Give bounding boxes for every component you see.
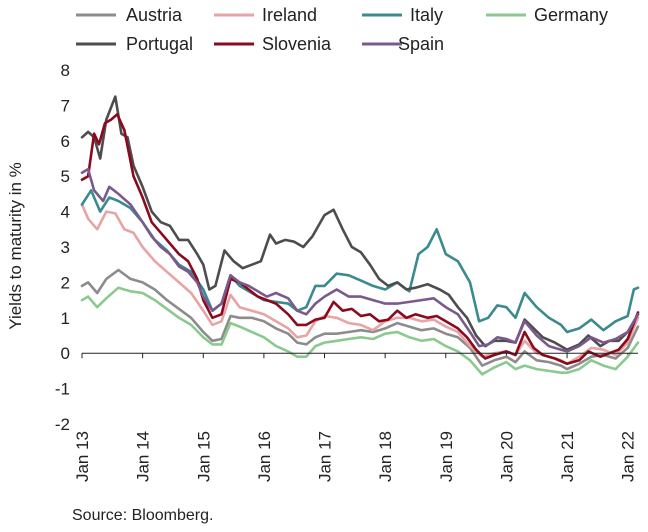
series-line-slovenia [80,113,640,366]
chart-legend: Austria Ireland Italy Germany Portugal Sloven… [76,5,608,54]
source-note: Source: Bloomberg. [72,507,214,524]
x-tick-label: Jan 21 [558,431,577,482]
x-tick-label: Jan 16 [255,431,274,482]
y-tick-label: 0 [61,344,70,363]
series-line-spain [80,167,640,353]
y-tick-label: -2 [55,415,70,434]
legend-label-germany: Germany [534,5,608,25]
y-tick-label: 4 [61,203,70,222]
legend-label-austria: Austria [126,5,183,25]
y-tick-label: -1 [55,380,70,399]
series-lines [80,95,640,376]
x-tick-label: Jan 20 [497,431,516,482]
y-axis-ticks: -2 -1 0 1 2 3 4 5 6 7 8 [55,61,70,434]
x-tick-label: Jan 22 [619,431,638,482]
series-line-germany [80,286,640,376]
legend-label-spain: Spain [398,34,444,54]
x-tick-label: Jan 13 [73,431,92,482]
x-tick-label: Jan 14 [134,431,153,482]
y-axis-title: Yields to maturity in % [6,162,25,330]
x-axis-ticks: Jan 13 Jan 14 Jan 15 Jan 16 Jan 17 Jan 18 Jan … [73,353,638,482]
y-tick-label: 7 [61,96,70,115]
legend-label-ireland: Ireland [262,5,317,25]
series-line-portugal [80,95,640,351]
y-tick-label: 5 [61,167,70,186]
y-tick-label: 3 [61,238,70,257]
series-line-austria [80,268,640,371]
series-line-italy [80,189,640,334]
x-tick-label: Jan 19 [437,431,456,482]
x-tick-label: Jan 17 [316,431,335,482]
legend-label-italy: Italy [410,5,443,25]
legend-label-portugal: Portugal [126,34,193,54]
x-tick-label: Jan 18 [376,431,395,482]
series-line-ireland [80,203,640,366]
y-tick-label: 8 [61,61,70,80]
y-tick-label: 2 [61,273,70,292]
x-tick-label: Jan 15 [194,431,213,482]
y-tick-label: 1 [61,309,70,328]
legend-label-slovenia: Slovenia [262,34,332,54]
y-tick-label: 6 [61,132,70,151]
